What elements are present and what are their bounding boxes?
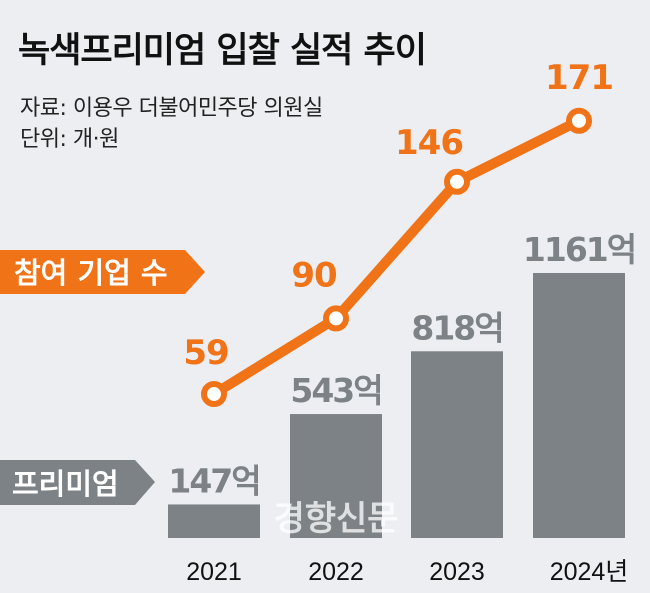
line-label: 59 [183,333,228,373]
x-tick-label: 2023 [429,558,485,586]
line-label: 171 [545,58,613,98]
bar-2021 [168,504,260,538]
bar-2024년 [533,273,625,538]
bar-label: 1161억 [523,230,635,269]
chart-title: 녹색프리미엄 입찰 실적 추이 [18,31,427,71]
line-label: 90 [291,255,337,295]
line-point-2024년 [566,107,592,134]
bar-label: 543억 [290,371,381,410]
line-point-2021 [201,381,227,408]
watermark: 경향신문 [273,499,398,539]
series-tag-bar [0,460,155,505]
line-point-2022 [323,305,349,332]
line-label: 146 [395,123,463,163]
bar-label: 147억 [168,461,259,500]
x-tick-label: 2021 [186,558,242,586]
bar-2023 [411,351,503,538]
bar-label: 818억 [411,308,502,347]
series-tag-line [0,250,205,294]
bar-2022 [290,414,382,538]
series-tag-bar-label: 프리미엄 [12,467,119,501]
line-series [211,116,582,399]
x-tick-label: 2022 [308,558,364,586]
unit-text: 단위: 개·원 [20,127,119,152]
series-tag-line-label: 참여 기업 수 [14,256,168,290]
x-tick-label: 2024년 [550,558,629,586]
source-text: 자료: 이용우 더불어민주당 의원실 [20,96,323,121]
line-point-2023 [444,168,470,195]
